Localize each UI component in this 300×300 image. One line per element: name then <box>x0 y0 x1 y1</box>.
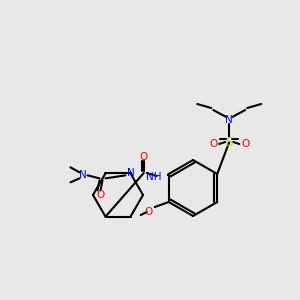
Text: O: O <box>145 207 153 217</box>
Text: N: N <box>127 168 134 178</box>
Text: O: O <box>241 139 249 149</box>
Text: NH: NH <box>146 172 162 182</box>
Text: S: S <box>226 136 233 148</box>
Text: O: O <box>140 152 148 162</box>
Text: O: O <box>96 190 105 200</box>
Text: N: N <box>79 170 86 180</box>
Text: O: O <box>209 139 218 149</box>
Text: N: N <box>225 115 233 125</box>
